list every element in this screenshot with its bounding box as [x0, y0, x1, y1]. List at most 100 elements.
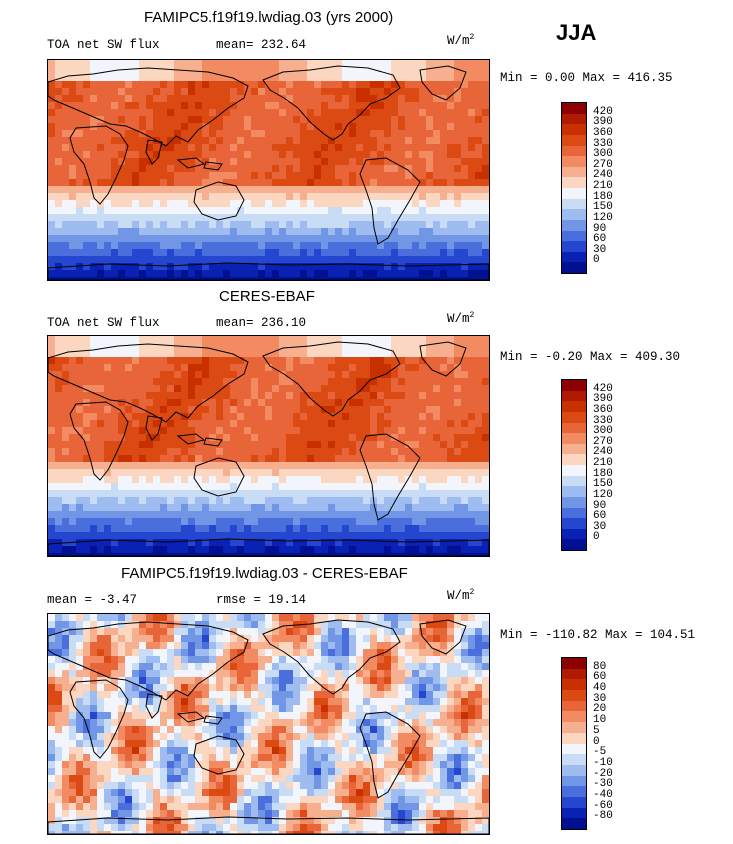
map-cell	[202, 144, 209, 151]
map-cell	[426, 490, 433, 497]
map-cell	[160, 705, 167, 712]
map-cell	[272, 81, 279, 88]
coastline	[69, 401, 129, 481]
map-cell	[454, 172, 461, 179]
map-cell	[461, 628, 468, 635]
map-cell	[118, 462, 125, 469]
map-cell	[314, 642, 321, 649]
map-cell	[426, 60, 433, 67]
map-cell	[300, 684, 307, 691]
map-cell	[195, 434, 202, 441]
map-cell	[461, 144, 468, 151]
map-cell	[342, 399, 349, 406]
map-cell	[48, 179, 55, 186]
map-cell	[167, 235, 174, 242]
panel-3-units: W/m2	[447, 588, 475, 604]
map-cell	[76, 214, 83, 221]
map-cell	[251, 256, 258, 263]
map-cell	[223, 277, 230, 280]
map-cell	[342, 698, 349, 705]
map-cell	[237, 483, 244, 490]
map-cell	[97, 336, 104, 343]
map-cell	[447, 670, 454, 677]
map-cell	[405, 413, 412, 420]
map-cell	[97, 656, 104, 663]
map-cell	[223, 242, 230, 249]
map-cell	[461, 270, 468, 277]
map-cell	[321, 256, 328, 263]
map-cell	[384, 277, 391, 280]
map-cell	[258, 462, 265, 469]
map-cell	[48, 490, 55, 497]
map-cell	[167, 628, 174, 635]
map-cell	[160, 102, 167, 109]
map-cell	[349, 385, 356, 392]
map-cell	[377, 698, 384, 705]
map-cell	[461, 525, 468, 532]
map-cell	[342, 511, 349, 518]
map-cell	[412, 277, 419, 280]
map-cell	[335, 497, 342, 504]
map-cell	[293, 420, 300, 427]
map-cell	[391, 336, 398, 343]
map-cell	[90, 88, 97, 95]
map-cell	[181, 277, 188, 280]
map-cell	[118, 518, 125, 525]
map-cell	[377, 434, 384, 441]
map-cell	[83, 656, 90, 663]
map-cell	[377, 88, 384, 95]
map-cell	[363, 144, 370, 151]
map-cell	[398, 256, 405, 263]
map-cell	[237, 95, 244, 102]
map-cell	[237, 88, 244, 95]
map-cell	[174, 193, 181, 200]
map-cell	[370, 649, 377, 656]
map-cell	[209, 350, 216, 357]
map-cell	[146, 228, 153, 235]
map-cell	[223, 399, 230, 406]
map-cell	[412, 207, 419, 214]
map-cell	[405, 642, 412, 649]
map-cell	[279, 691, 286, 698]
map-cell	[265, 677, 272, 684]
map-cell	[230, 364, 237, 371]
map-cell	[146, 151, 153, 158]
map-cell	[223, 469, 230, 476]
map-cell	[433, 378, 440, 385]
map-cell	[181, 144, 188, 151]
map-cell	[286, 420, 293, 427]
map-cell	[419, 172, 426, 179]
map-cell	[426, 441, 433, 448]
map-cell	[433, 399, 440, 406]
map-cell	[349, 179, 356, 186]
map-cell	[426, 228, 433, 235]
map-cell	[153, 186, 160, 193]
map-cell	[293, 350, 300, 357]
map-cell	[440, 109, 447, 116]
map-cell	[335, 511, 342, 518]
map-cell	[356, 371, 363, 378]
map-cell	[174, 102, 181, 109]
map-cell	[391, 179, 398, 186]
map-cell	[146, 343, 153, 350]
map-cell	[237, 705, 244, 712]
map-cell	[146, 193, 153, 200]
map-cell	[146, 144, 153, 151]
map-cell	[230, 116, 237, 123]
map-cell	[335, 214, 342, 221]
map-cell	[468, 677, 475, 684]
map-cell	[139, 95, 146, 102]
map-cell	[363, 677, 370, 684]
map-cell	[279, 525, 286, 532]
map-cell	[223, 698, 230, 705]
map-cell	[160, 364, 167, 371]
map-cell	[279, 427, 286, 434]
map-cell	[356, 385, 363, 392]
map-cell	[167, 67, 174, 74]
map-cell	[286, 483, 293, 490]
map-cell	[272, 158, 279, 165]
map-cell	[258, 221, 265, 228]
map-cell	[111, 705, 118, 712]
map-cell	[188, 553, 195, 556]
map-cell	[104, 81, 111, 88]
